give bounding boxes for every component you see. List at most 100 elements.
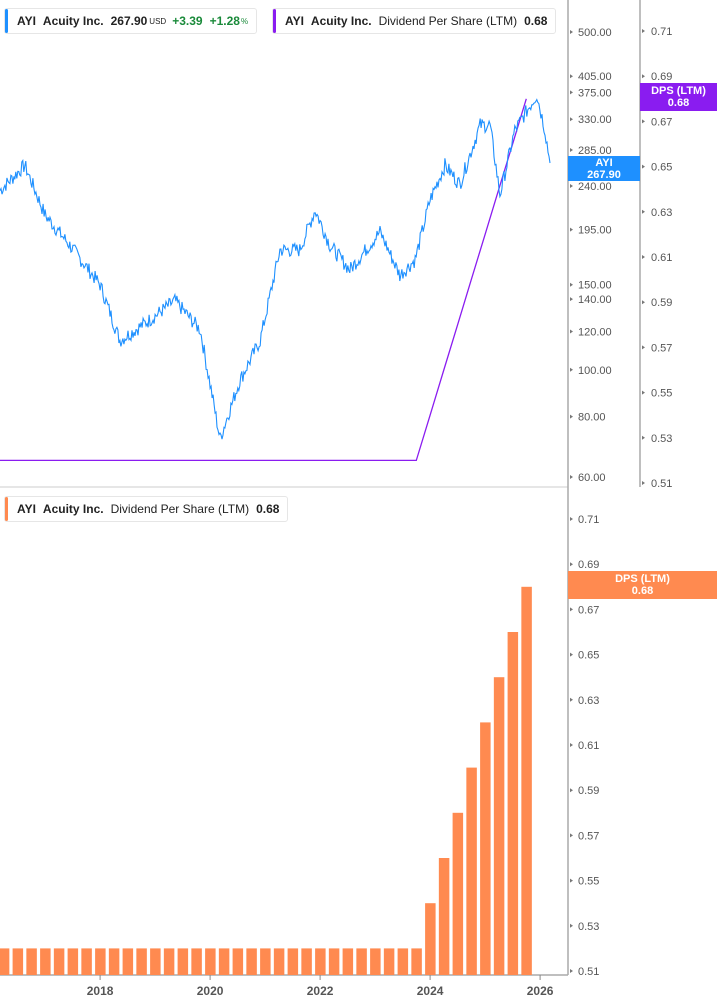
dps-bar (26, 948, 37, 975)
price-tick-mark (570, 282, 573, 287)
legend-company: Acuity Inc. (310, 14, 372, 28)
dps-tick-mark (642, 74, 645, 79)
time-tick-label: 2022 (307, 984, 334, 998)
price-tick-mark (570, 227, 573, 232)
price-tag-value: 267.90 (587, 168, 621, 181)
dps-bar-tick-mark (570, 833, 573, 838)
dps-tick-mark (642, 435, 645, 440)
dps-legend-top[interactable]: AYI Acuity Inc. Dividend Per Share (LTM)… (272, 8, 557, 34)
dps-bar-tick-label: 0.59 (578, 785, 599, 797)
dps-bar (53, 948, 65, 975)
price-tick-mark (570, 30, 573, 34)
price-tag: AYI 267.90 (568, 156, 640, 181)
price-tick-label: 80.00 (578, 412, 606, 424)
dps-tick-label: 0.69 (651, 71, 672, 83)
dps-bar-tick-label: 0.61 (578, 740, 599, 752)
dps-bar (218, 948, 230, 975)
dps-bar (246, 948, 257, 975)
price-legend[interactable]: AYI Acuity Inc. 267.90 USD +3.39 +1.28 % (4, 8, 258, 34)
dps-bar (397, 948, 409, 975)
dps-bar-tick-mark (570, 517, 573, 521)
dps-tick-label: 0.65 (651, 162, 672, 174)
legend-value: 0.68 (524, 14, 548, 28)
dps-bar (81, 948, 92, 975)
price-tick-mark (570, 329, 573, 334)
dps-bar (383, 948, 395, 975)
dps-tag-label: DPS (LTM) (651, 85, 706, 97)
dps-tick-mark (642, 164, 645, 169)
dps-bar-tick-label: 0.51 (578, 966, 599, 978)
dps-bar (136, 948, 147, 975)
dps-bar (480, 722, 491, 975)
price-tick-mark (570, 414, 573, 419)
legend-color-bar (5, 497, 8, 521)
dps-tick-mark (642, 209, 645, 214)
price-tick-label: 500.00 (578, 27, 612, 39)
legend-change: +3.39 (172, 14, 203, 28)
dps-tag-value: 0.68 (631, 585, 654, 597)
dps-tag-label: DPS (LTM) (615, 573, 670, 585)
dps-bar (328, 948, 340, 975)
dps-bar (150, 948, 161, 975)
dps-legend-bottom[interactable]: AYI Acuity Inc. Dividend Per Share (LTM)… (4, 496, 289, 522)
price-tag-label: AYI (595, 156, 613, 169)
dps-bar (122, 948, 134, 975)
price-tick-mark (570, 184, 573, 189)
price-tick-label: 405.00 (578, 71, 612, 83)
price-tick-mark (570, 117, 573, 122)
legend-currency: USD (149, 16, 167, 26)
dps-bar-tick-label: 0.63 (578, 695, 599, 707)
dps-bar (67, 948, 79, 975)
dps-tick-label: 0.67 (651, 116, 672, 128)
dps-bar (466, 767, 477, 975)
dps-tick-mark (642, 345, 645, 350)
legend-color-bar (273, 9, 276, 33)
dps-tick-label: 0.51 (651, 478, 672, 490)
dps-bar (273, 948, 285, 975)
dps-bar-tick-label: 0.57 (578, 830, 599, 842)
price-tick-label: 330.00 (578, 114, 612, 126)
dps-tick-mark (642, 29, 645, 33)
dps-tick-mark (642, 481, 645, 485)
dps-tick-label: 0.55 (651, 388, 672, 400)
dps-bar-tick-mark (570, 923, 573, 928)
price-line (0, 98, 551, 440)
dps-tick-label: 0.61 (651, 252, 672, 264)
legend-ticker: AYI (285, 14, 304, 28)
dps-bar (438, 858, 450, 975)
price-tick-label: 150.00 (578, 280, 612, 292)
dps-bar-tick-mark (570, 788, 573, 793)
price-tick-label: 285.00 (578, 145, 612, 157)
dps-bar (191, 948, 202, 975)
legend-company: Acuity Inc. (42, 14, 104, 28)
dps-bar (0, 948, 10, 975)
dps-tick-mark (642, 119, 645, 124)
time-tick-label: 2018 (87, 984, 114, 998)
price-tick-mark (570, 475, 573, 479)
dps-bar-tick-label: 0.53 (578, 921, 599, 933)
dps-bar (205, 948, 216, 975)
dps-bar (40, 948, 51, 975)
price-tick-label: 120.00 (578, 327, 612, 339)
dps-bar (356, 948, 367, 975)
dps-tag-top: DPS (LTM) 0.68 (640, 83, 717, 111)
dps-bar (342, 948, 354, 975)
time-tick-label: 2020 (197, 984, 224, 998)
dps-bar-tick-mark (570, 652, 573, 657)
legend-metric: Dividend Per Share (LTM) (378, 14, 518, 28)
dps-bar-tick-label: 0.67 (578, 604, 599, 616)
dps-tag-value: 0.68 (667, 97, 690, 109)
dps-bar (301, 948, 312, 975)
dps-bar-tick-label: 0.69 (578, 559, 599, 571)
dps-tick-label: 0.57 (651, 342, 672, 354)
dps-bar (507, 632, 519, 975)
time-tick-label: 2024 (417, 984, 444, 998)
dps-bar (452, 812, 464, 975)
legend-change-pct: +1.28 (209, 14, 240, 28)
price-tick-mark (570, 367, 573, 372)
legend-color-bar (5, 9, 8, 33)
dps-bar (287, 948, 299, 975)
dps-bar (12, 948, 24, 975)
dps-bar (163, 948, 175, 975)
